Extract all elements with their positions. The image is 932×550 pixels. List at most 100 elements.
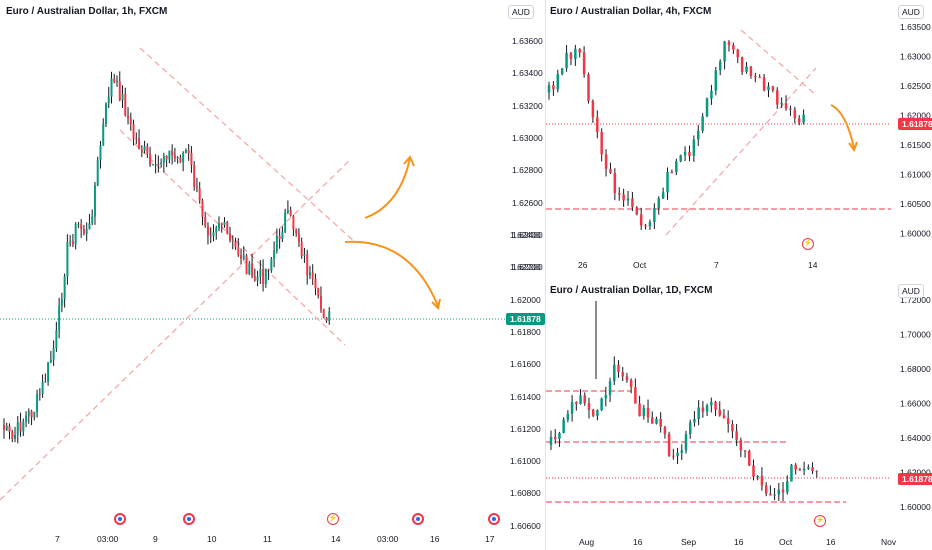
candle-body bbox=[710, 90, 713, 99]
event-news-icon[interactable]: ⚡ bbox=[802, 238, 814, 250]
candle-body bbox=[762, 77, 766, 91]
time-tick-label: 16 bbox=[430, 534, 440, 544]
candle-body bbox=[149, 154, 152, 165]
candle-body bbox=[129, 118, 132, 125]
price-tick-label: 1.72000 bbox=[900, 295, 931, 305]
candle-body bbox=[684, 434, 688, 451]
candle-body bbox=[49, 359, 52, 363]
candle-body bbox=[784, 103, 788, 109]
chart-1d-pane[interactable]: Euro / Australian Dollar, 1D, FXCM 1.720… bbox=[546, 279, 932, 550]
candle-body bbox=[587, 403, 591, 410]
candle-body bbox=[556, 74, 560, 90]
chart-1d-canvas[interactable]: 1.72000 1.70000 1.68000 1.66000 1.64000 1.620… bbox=[546, 279, 932, 550]
candle-body bbox=[811, 467, 814, 472]
candle-body bbox=[11, 431, 14, 439]
price-tick-label: 1.60000 bbox=[900, 502, 931, 512]
chart-4h-currency-badge-left[interactable]: AUD bbox=[508, 5, 534, 19]
event-earnings-icon[interactable] bbox=[412, 513, 424, 525]
candle-body bbox=[666, 171, 669, 193]
candle-body bbox=[33, 412, 36, 418]
candle-body bbox=[41, 381, 44, 395]
chart-4h-currency-badge-right[interactable]: AUD bbox=[898, 5, 924, 19]
candle-body bbox=[193, 165, 196, 187]
chart-4h-pane[interactable]: Euro / Australian Dollar, 4h, FXCM 1.635… bbox=[546, 0, 932, 278]
pane-divider[interactable] bbox=[545, 0, 546, 550]
candle-body bbox=[797, 118, 801, 123]
candle-body bbox=[151, 164, 154, 166]
candle-body bbox=[198, 188, 201, 201]
candle-body bbox=[107, 96, 110, 104]
candle-body bbox=[267, 269, 270, 271]
price-tick-label: 1.63500 bbox=[900, 22, 931, 32]
candle-body bbox=[322, 308, 325, 318]
candle-body bbox=[66, 241, 69, 277]
event-earnings-icon[interactable] bbox=[183, 513, 195, 525]
candle-body bbox=[617, 192, 621, 195]
candle-body bbox=[639, 214, 643, 226]
price-tick-label: 1.68000 bbox=[900, 364, 931, 374]
candle-body bbox=[121, 93, 124, 101]
time-tick-label: 26 bbox=[578, 260, 588, 270]
candle-body bbox=[560, 68, 564, 75]
candle-body bbox=[749, 66, 753, 77]
candle-body bbox=[281, 232, 284, 240]
channel-upper-line bbox=[740, 29, 817, 96]
candle-body bbox=[36, 394, 39, 413]
candle-body bbox=[802, 468, 806, 471]
candle-body bbox=[182, 152, 185, 163]
candle-body bbox=[771, 86, 775, 91]
candle-body bbox=[270, 258, 273, 271]
candle-body bbox=[215, 227, 218, 233]
candle-body bbox=[705, 98, 709, 117]
chart-4h-canvas[interactable]: 1.63500 1.63000 1.62500 1.62000 1.61500 1.610… bbox=[546, 0, 932, 278]
candle-body bbox=[732, 45, 735, 50]
candle-body bbox=[143, 146, 146, 151]
candle-body bbox=[292, 215, 295, 230]
chart-1d-currency-badge[interactable]: AUD bbox=[898, 284, 924, 298]
candle-body bbox=[767, 86, 770, 91]
candle-body bbox=[789, 108, 792, 110]
time-tick-label: Nov bbox=[881, 537, 897, 547]
candle-body bbox=[179, 157, 182, 163]
chart-1d-current-price-tag: 1.61878 bbox=[898, 473, 932, 485]
candle-body bbox=[135, 138, 138, 140]
candle-body bbox=[206, 226, 209, 236]
price-tick-label: 1.61500 bbox=[900, 140, 931, 150]
candle-body bbox=[613, 172, 617, 193]
candle-body bbox=[553, 437, 557, 439]
event-earnings-icon[interactable] bbox=[114, 513, 126, 525]
candle-body bbox=[661, 192, 665, 199]
time-tick-label: 17 bbox=[485, 534, 495, 544]
time-tick-label: Aug bbox=[579, 537, 594, 547]
candle-body bbox=[160, 162, 163, 165]
candle-body bbox=[680, 450, 684, 453]
candle-body bbox=[284, 211, 287, 233]
candle-body bbox=[670, 171, 674, 173]
candle-body bbox=[722, 415, 726, 419]
candle-body bbox=[173, 155, 176, 159]
time-tick-label: 16 bbox=[734, 537, 744, 547]
main-chart-canvas[interactable] bbox=[0, 0, 545, 550]
candle-body bbox=[168, 150, 171, 160]
candle-body bbox=[104, 103, 107, 125]
main-chart-pane[interactable]: Euro / Australian Dollar, 1h, FXCM 1.624… bbox=[0, 0, 545, 550]
bearish-arrow bbox=[830, 104, 855, 149]
candle-body bbox=[314, 278, 317, 289]
candle-body bbox=[549, 437, 553, 445]
candle-body bbox=[591, 101, 595, 118]
candle-body bbox=[663, 426, 667, 434]
candle-body bbox=[209, 235, 212, 237]
candle-body bbox=[303, 254, 306, 256]
candle-body bbox=[289, 209, 292, 216]
candle-body bbox=[735, 431, 738, 441]
event-news-icon[interactable]: ⚡ bbox=[327, 513, 339, 525]
time-tick-label: 11 bbox=[263, 534, 272, 544]
candle-body bbox=[256, 276, 259, 281]
candle-body bbox=[223, 221, 226, 226]
candle-body bbox=[113, 78, 116, 83]
price-tick-label: 1.66000 bbox=[900, 399, 931, 409]
event-earnings-icon[interactable] bbox=[488, 513, 500, 525]
candle-body bbox=[217, 223, 220, 228]
event-news-icon[interactable]: ⚡ bbox=[814, 515, 826, 527]
candle-body bbox=[47, 362, 50, 382]
